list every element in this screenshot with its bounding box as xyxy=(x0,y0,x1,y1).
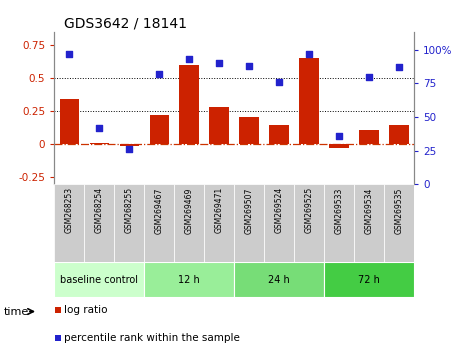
Bar xyxy=(389,125,409,144)
Bar xyxy=(234,184,264,262)
Bar xyxy=(84,184,114,262)
Text: GDS3642 / 18141: GDS3642 / 18141 xyxy=(64,16,187,30)
Point xyxy=(96,125,103,131)
Text: time: time xyxy=(4,307,29,316)
Bar xyxy=(144,184,174,262)
Bar xyxy=(264,184,294,262)
Point xyxy=(215,61,223,66)
Bar xyxy=(299,58,319,144)
Bar xyxy=(359,130,379,144)
Bar xyxy=(144,262,234,297)
Bar xyxy=(89,143,109,144)
Bar xyxy=(54,262,144,297)
Text: GSM269535: GSM269535 xyxy=(394,187,403,234)
Text: GSM269525: GSM269525 xyxy=(305,187,314,233)
Text: GSM269524: GSM269524 xyxy=(274,187,284,233)
Text: GSM269471: GSM269471 xyxy=(215,187,224,233)
Point xyxy=(305,51,313,57)
Text: baseline control: baseline control xyxy=(61,275,138,285)
Bar xyxy=(149,115,169,144)
Bar xyxy=(55,335,61,341)
Bar xyxy=(174,184,204,262)
Point xyxy=(395,64,403,70)
Text: 72 h: 72 h xyxy=(358,275,380,285)
Text: GSM268253: GSM268253 xyxy=(65,187,74,233)
Text: log ratio: log ratio xyxy=(64,305,107,315)
Text: GSM269534: GSM269534 xyxy=(364,187,374,234)
Bar xyxy=(324,262,414,297)
Text: percentile rank within the sample: percentile rank within the sample xyxy=(64,333,240,343)
Bar xyxy=(234,262,324,297)
Bar xyxy=(239,116,259,144)
Text: GSM269533: GSM269533 xyxy=(334,187,343,234)
Text: GSM269469: GSM269469 xyxy=(184,187,194,234)
Point xyxy=(156,71,163,77)
Text: 24 h: 24 h xyxy=(268,275,290,285)
Text: 12 h: 12 h xyxy=(178,275,200,285)
Bar xyxy=(354,184,384,262)
Point xyxy=(365,74,373,79)
Bar xyxy=(329,144,349,148)
Bar xyxy=(54,184,84,262)
Bar xyxy=(204,184,234,262)
Bar xyxy=(294,184,324,262)
Bar xyxy=(269,125,289,144)
Point xyxy=(66,51,73,57)
Text: GSM269467: GSM269467 xyxy=(155,187,164,234)
Bar xyxy=(55,307,61,313)
Point xyxy=(125,146,133,152)
Bar xyxy=(120,144,139,146)
Bar xyxy=(324,184,354,262)
Text: GSM268254: GSM268254 xyxy=(95,187,104,233)
Point xyxy=(185,56,193,62)
Point xyxy=(275,79,283,85)
Bar xyxy=(114,184,144,262)
Bar xyxy=(210,107,229,144)
Bar xyxy=(179,65,199,144)
Point xyxy=(335,133,343,138)
Text: GSM269507: GSM269507 xyxy=(245,187,254,234)
Bar xyxy=(384,184,414,262)
Bar xyxy=(60,99,79,144)
Text: GSM268255: GSM268255 xyxy=(125,187,134,233)
Point xyxy=(245,63,253,69)
